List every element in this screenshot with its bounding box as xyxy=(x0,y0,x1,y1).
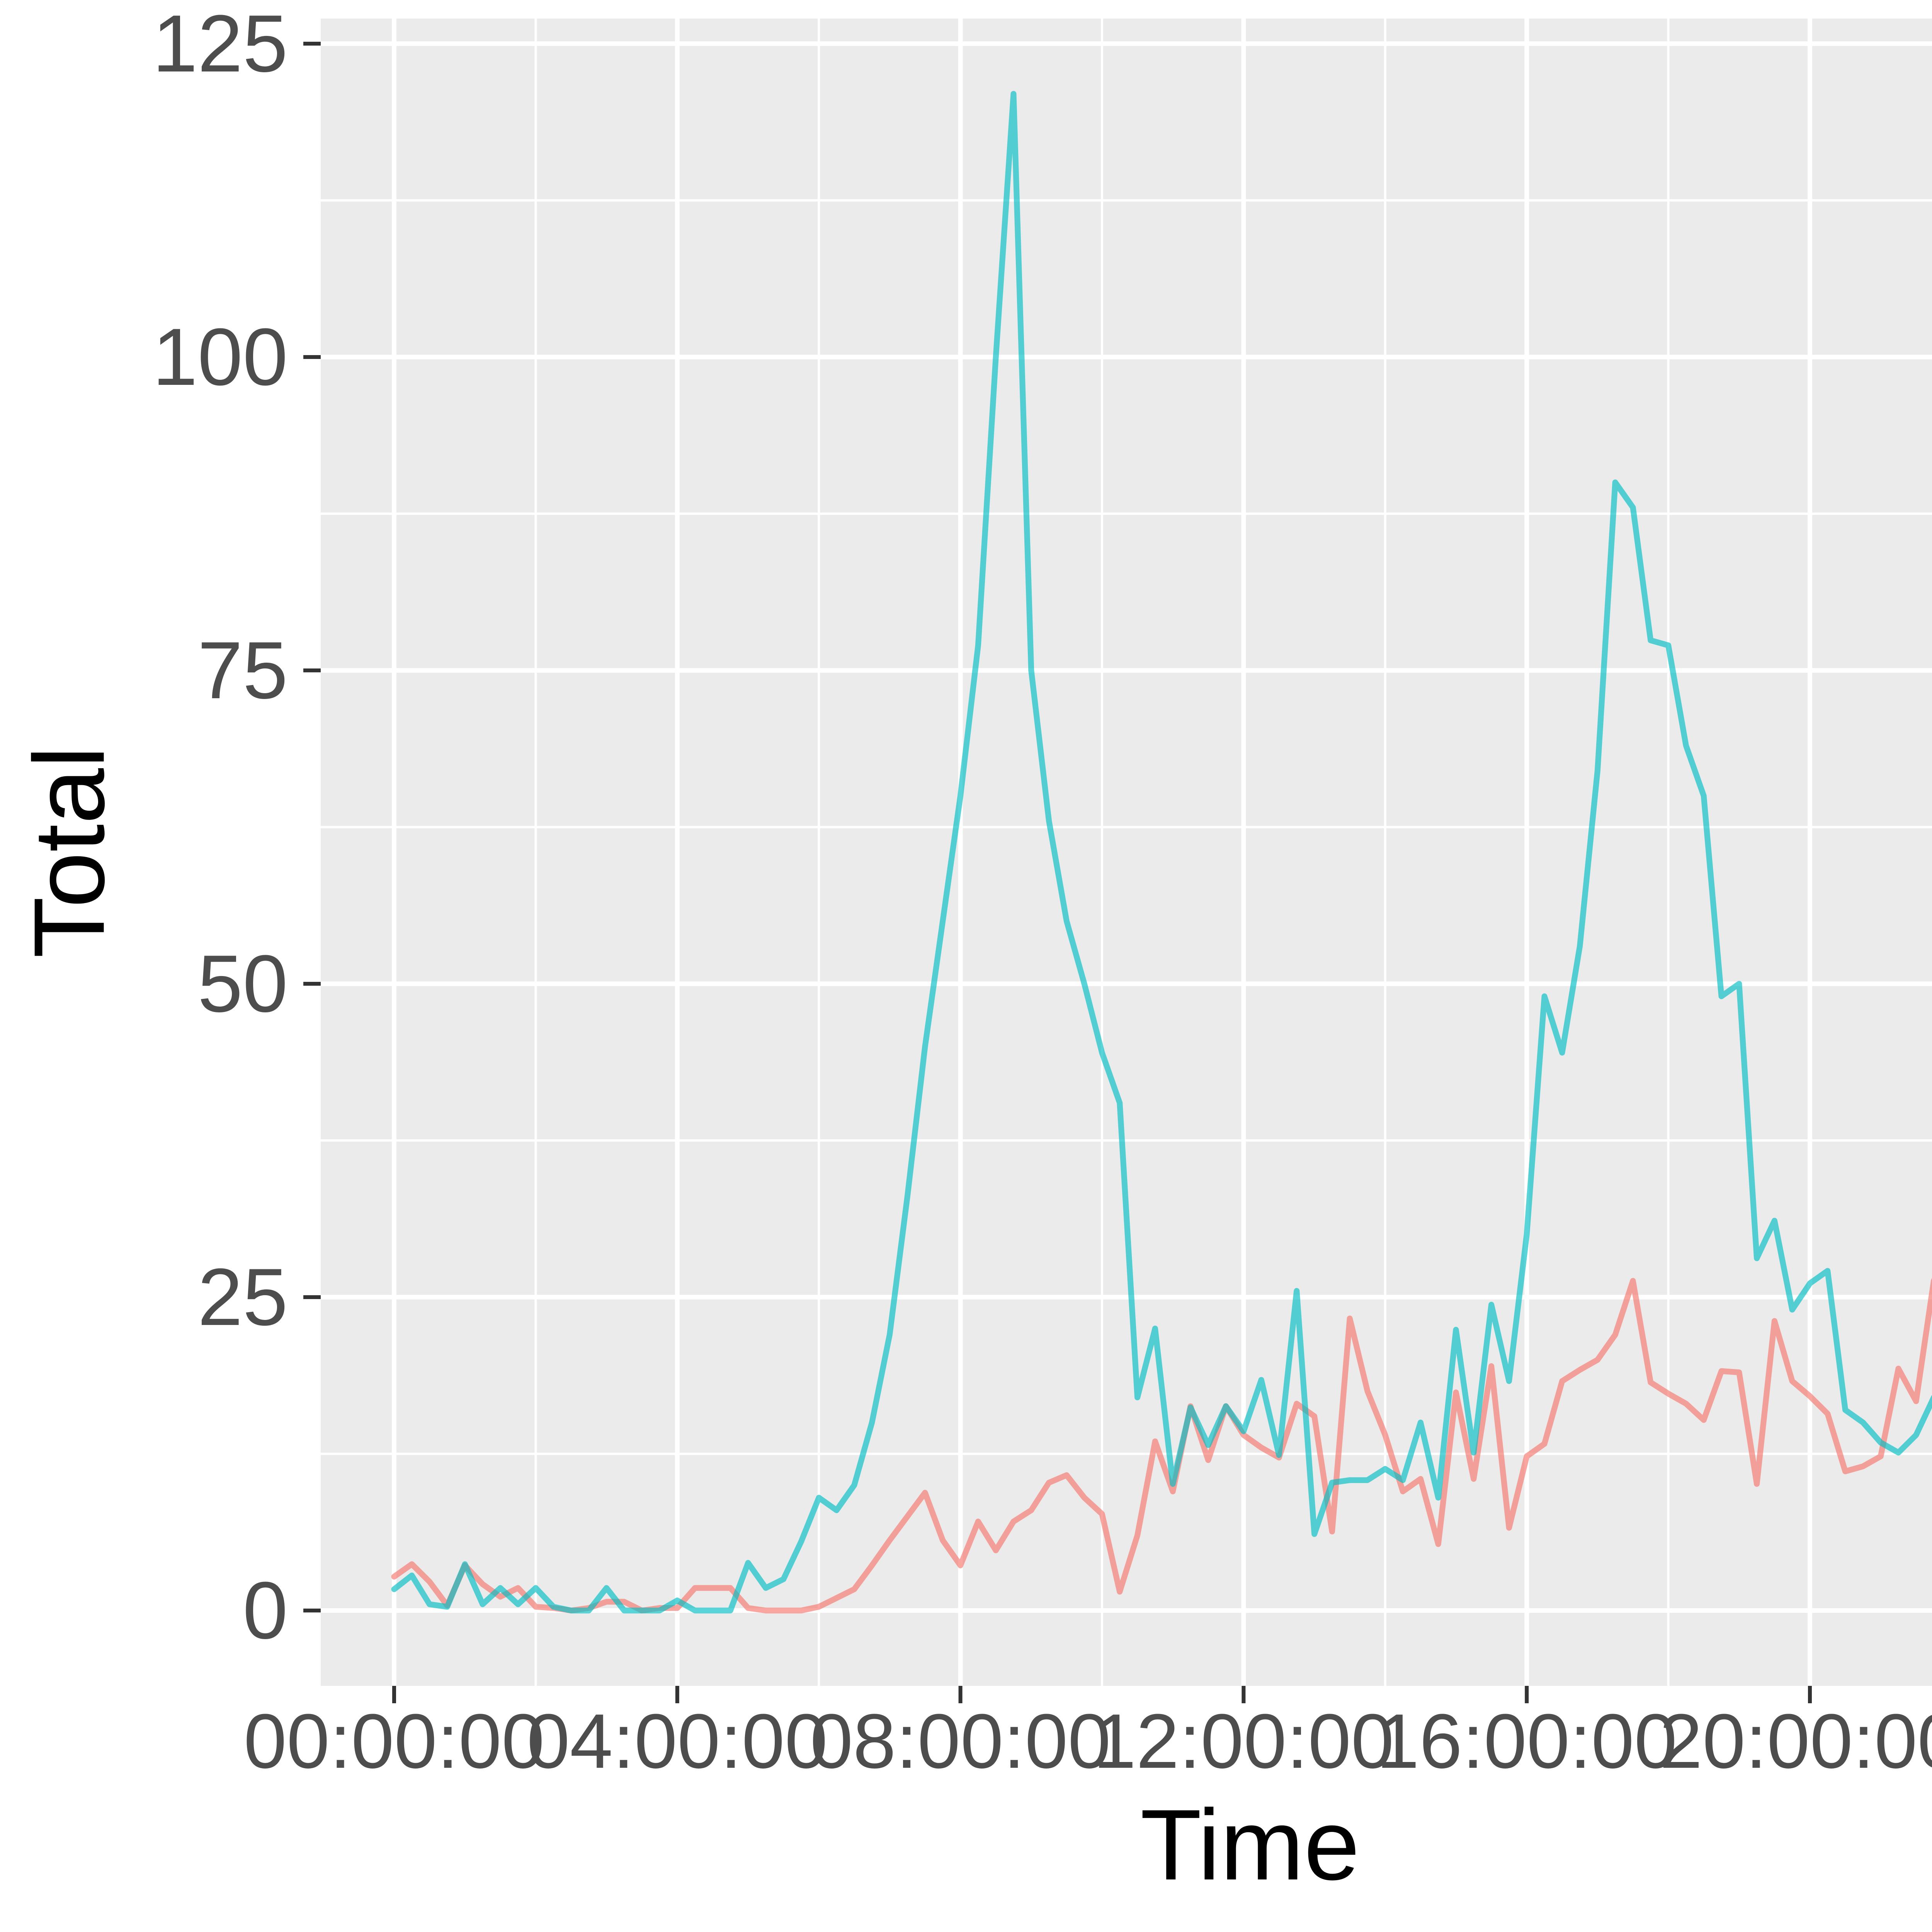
x-tick-label: 12:00:00 xyxy=(1093,1698,1394,1784)
y-tick-label: 125 xyxy=(153,0,288,89)
y-tick-label: 100 xyxy=(153,311,288,402)
y-tick-label: 25 xyxy=(197,1252,288,1342)
x-tick-label: 16:00:00 xyxy=(1376,1698,1677,1784)
x-tick-label: 20:00:00 xyxy=(1660,1698,1932,1784)
x-tick-label: 04:00:00 xyxy=(527,1698,828,1784)
y-tick-label: 0 xyxy=(243,1565,288,1656)
x-tick-label: 00:00:00 xyxy=(244,1698,545,1784)
y-tick-label: 50 xyxy=(197,938,288,1029)
y-axis-title-wrap: Total xyxy=(12,0,128,1704)
x-tick-label: 08:00:00 xyxy=(810,1698,1111,1784)
series-line-fourth-of-july xyxy=(391,1278,1932,1614)
x-axis-title: Time xyxy=(1140,1789,1360,1901)
plot-panel xyxy=(321,19,1932,1686)
y-axis-title: Total xyxy=(14,746,126,958)
series-line-normal-thursday xyxy=(391,91,1932,1614)
y-tick-label: 75 xyxy=(197,625,288,716)
